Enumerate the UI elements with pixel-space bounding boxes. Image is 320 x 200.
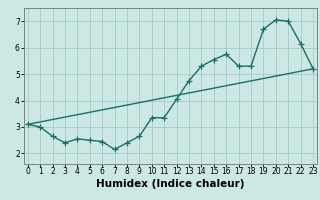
X-axis label: Humidex (Indice chaleur): Humidex (Indice chaleur) <box>96 179 245 189</box>
